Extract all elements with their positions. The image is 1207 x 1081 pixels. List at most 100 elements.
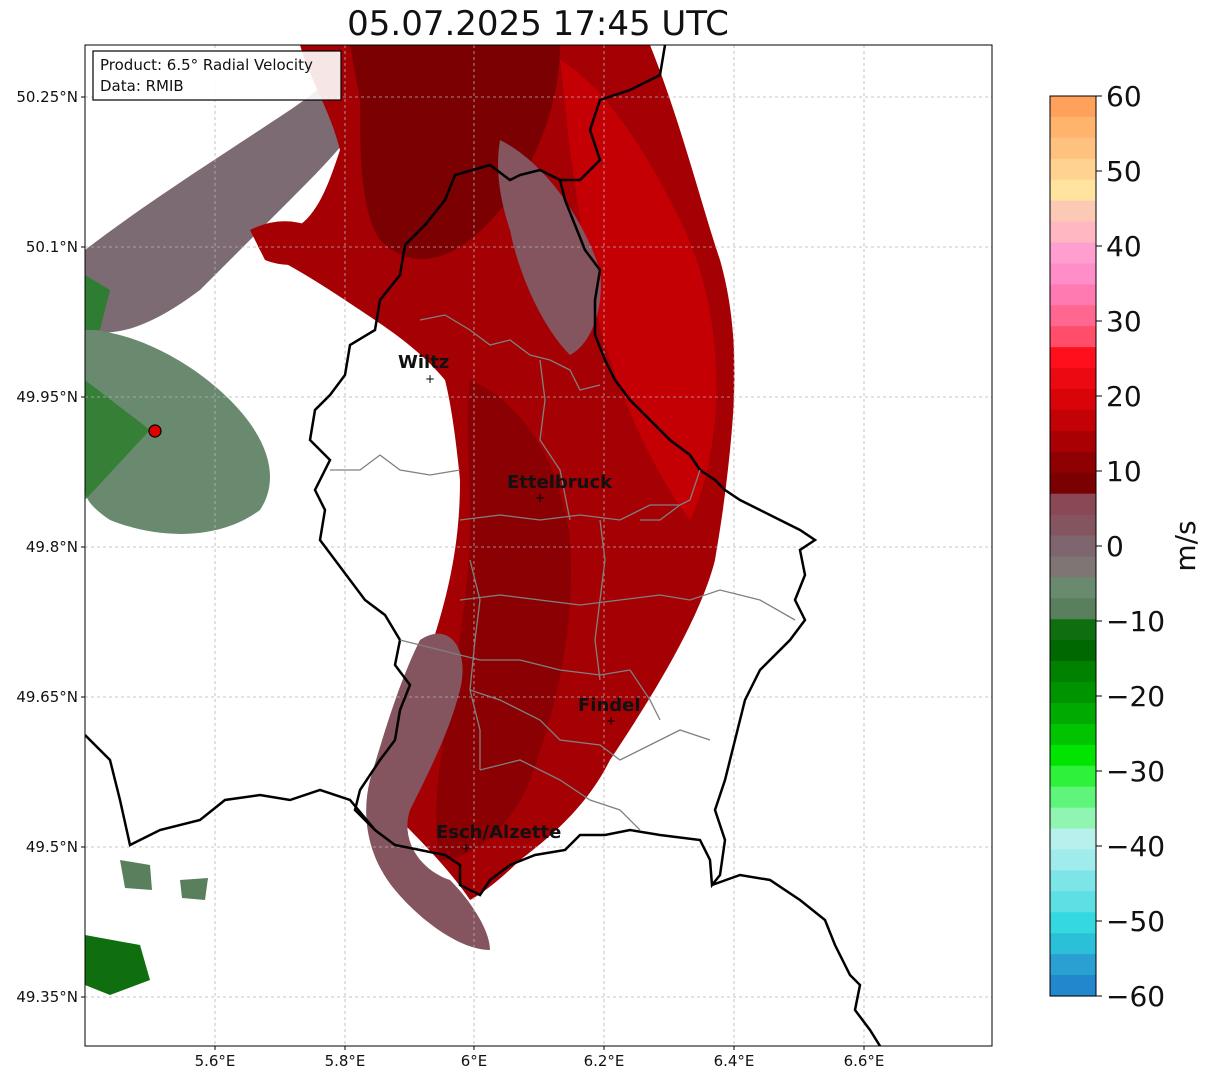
colorbar-segment — [1050, 535, 1096, 558]
colorbar-segment — [1050, 472, 1096, 495]
lat-tick-label: 50.1°N — [26, 238, 78, 256]
colorbar-segment — [1050, 933, 1096, 955]
echo-core-north — [350, 45, 560, 259]
lon-tick-label: 6.2°E — [584, 1052, 625, 1070]
echo-green-edge — [85, 275, 110, 330]
lon-tick-label: 6°E — [461, 1052, 488, 1070]
colorbar-segment — [1050, 221, 1096, 244]
lat-tick-label: 49.5°N — [26, 838, 78, 856]
colorbar-segment — [1050, 493, 1096, 516]
colorbar-segment — [1050, 786, 1096, 809]
colorbar-segment — [1050, 137, 1096, 160]
echo-green-small2 — [180, 878, 208, 900]
city-label-wiltz: Wiltz — [398, 352, 449, 373]
colorbar-tick-label: −30 — [1106, 755, 1165, 788]
colorbar-segment — [1050, 870, 1096, 892]
colorbar-segment — [1050, 242, 1096, 265]
colorbar-segment — [1050, 598, 1096, 620]
city-marker-esch: + — [461, 841, 471, 855]
lon-tick-label: 6.6°E — [844, 1052, 885, 1070]
colorbar-unit: m/s — [1169, 520, 1202, 571]
colorbar-tick-label: 20 — [1106, 380, 1142, 413]
colorbar-tick-label: −20 — [1106, 680, 1165, 713]
echo-green-core — [85, 380, 150, 500]
gridlines — [85, 45, 992, 1046]
colorbar-segment — [1050, 723, 1096, 746]
echo-core-south — [435, 380, 571, 860]
colorbar-segment — [1050, 305, 1096, 327]
colorbar-tick-label: 30 — [1106, 305, 1142, 338]
border-germany-france — [711, 873, 882, 1046]
lon-tick-label: 6.4°E — [714, 1052, 755, 1070]
colorbar-tick-label: 0 — [1106, 530, 1124, 563]
colorbar-segment — [1050, 179, 1096, 202]
colorbar-tick-label: 50 — [1106, 155, 1142, 188]
colorbar-tick-label: 10 — [1106, 455, 1142, 488]
lat-tick-label: 49.8°N — [26, 538, 78, 556]
colorbar-segment — [1050, 514, 1096, 537]
echo-radar-site — [85, 330, 270, 534]
colorbar-segment — [1050, 263, 1096, 285]
latitude-ticks: 50.25°N 50.1°N 49.95°N 49.8°N 49.65°N 49.5°N 4… — [16, 88, 85, 1006]
colorbar-tick-label: 60 — [1106, 80, 1142, 113]
echo-green-small — [120, 860, 152, 890]
longitude-ticks: 5.6°E 5.8°E 6°E 6.2°E 6.4°E 6.6°E — [195, 1046, 885, 1070]
colorbar-segment — [1050, 975, 1096, 997]
colorbar-segment — [1050, 158, 1096, 181]
colorbar-tick-label: −50 — [1106, 905, 1165, 938]
colorbar-segment — [1050, 661, 1096, 683]
city-markers: + Wiltz + Ettelbruck + Findel + Esch/Alz… — [398, 352, 641, 855]
echo-grey-south — [366, 633, 490, 950]
info-box-frame — [92, 50, 342, 101]
lat-tick-label: 50.25°N — [16, 88, 78, 106]
echo-west-arm — [250, 221, 330, 265]
lat-tick-label: 49.35°N — [16, 988, 78, 1006]
colorbar-segment — [1050, 954, 1096, 976]
city-marker-wiltz: + — [425, 372, 435, 386]
colorbar-segment — [1050, 347, 1096, 369]
city-label-esch: Esch/Alzette — [436, 822, 561, 843]
lon-tick-label: 5.8°E — [325, 1052, 366, 1070]
city-label-ettelbruck: Ettelbruck — [507, 472, 613, 493]
echo-grey-inner — [498, 140, 601, 355]
map-frame — [84, 44, 993, 1047]
colorbar-segment — [1050, 389, 1096, 411]
colorbar-tick-label: −60 — [1106, 980, 1165, 1013]
colorbar-segment — [1050, 326, 1096, 348]
colorbar-segment — [1050, 284, 1096, 306]
echo-green-sw — [85, 935, 150, 995]
colorbar-segment — [1050, 116, 1096, 139]
colorbar-segment — [1050, 640, 1096, 662]
colorbar-segment — [1050, 912, 1096, 934]
colorbar-segment — [1050, 577, 1096, 599]
colorbar-segment — [1050, 556, 1096, 578]
colorbar-segment — [1050, 368, 1096, 390]
city-label-findel: Findel — [578, 695, 641, 716]
figure-title: 05.07.2025 17:45 UTC — [347, 4, 729, 44]
colorbar-segment — [1050, 200, 1096, 223]
colorbar-segment — [1050, 96, 1096, 118]
colorbar-segment — [1050, 451, 1096, 474]
colorbar-tick-label: −10 — [1106, 605, 1165, 638]
radar-echoes — [85, 45, 735, 995]
colorbar-tick-label: −40 — [1106, 830, 1165, 863]
colorbar-segment — [1050, 430, 1096, 453]
border-belgium-france — [85, 734, 376, 847]
colorbar-segment — [1050, 891, 1096, 913]
city-marker-ettelbruck: + — [535, 491, 545, 505]
lat-tick-label: 49.65°N — [16, 688, 78, 706]
info-source: Data: RMIB — [100, 77, 184, 95]
echo-west-grey — [85, 60, 390, 333]
borders — [85, 45, 882, 1046]
colorbar-segment — [1050, 849, 1096, 872]
colorbar-segment — [1050, 744, 1096, 767]
echo-bright-east — [560, 60, 717, 520]
colorbar-segment — [1050, 409, 1096, 432]
colorbar-segments — [1050, 96, 1096, 997]
info-box: Product: 6.5° Radial Velocity Data: RMIB — [92, 50, 342, 101]
luxembourg-border — [308, 163, 818, 897]
colorbar-segment — [1050, 765, 1096, 788]
colorbar-segment — [1050, 619, 1096, 641]
